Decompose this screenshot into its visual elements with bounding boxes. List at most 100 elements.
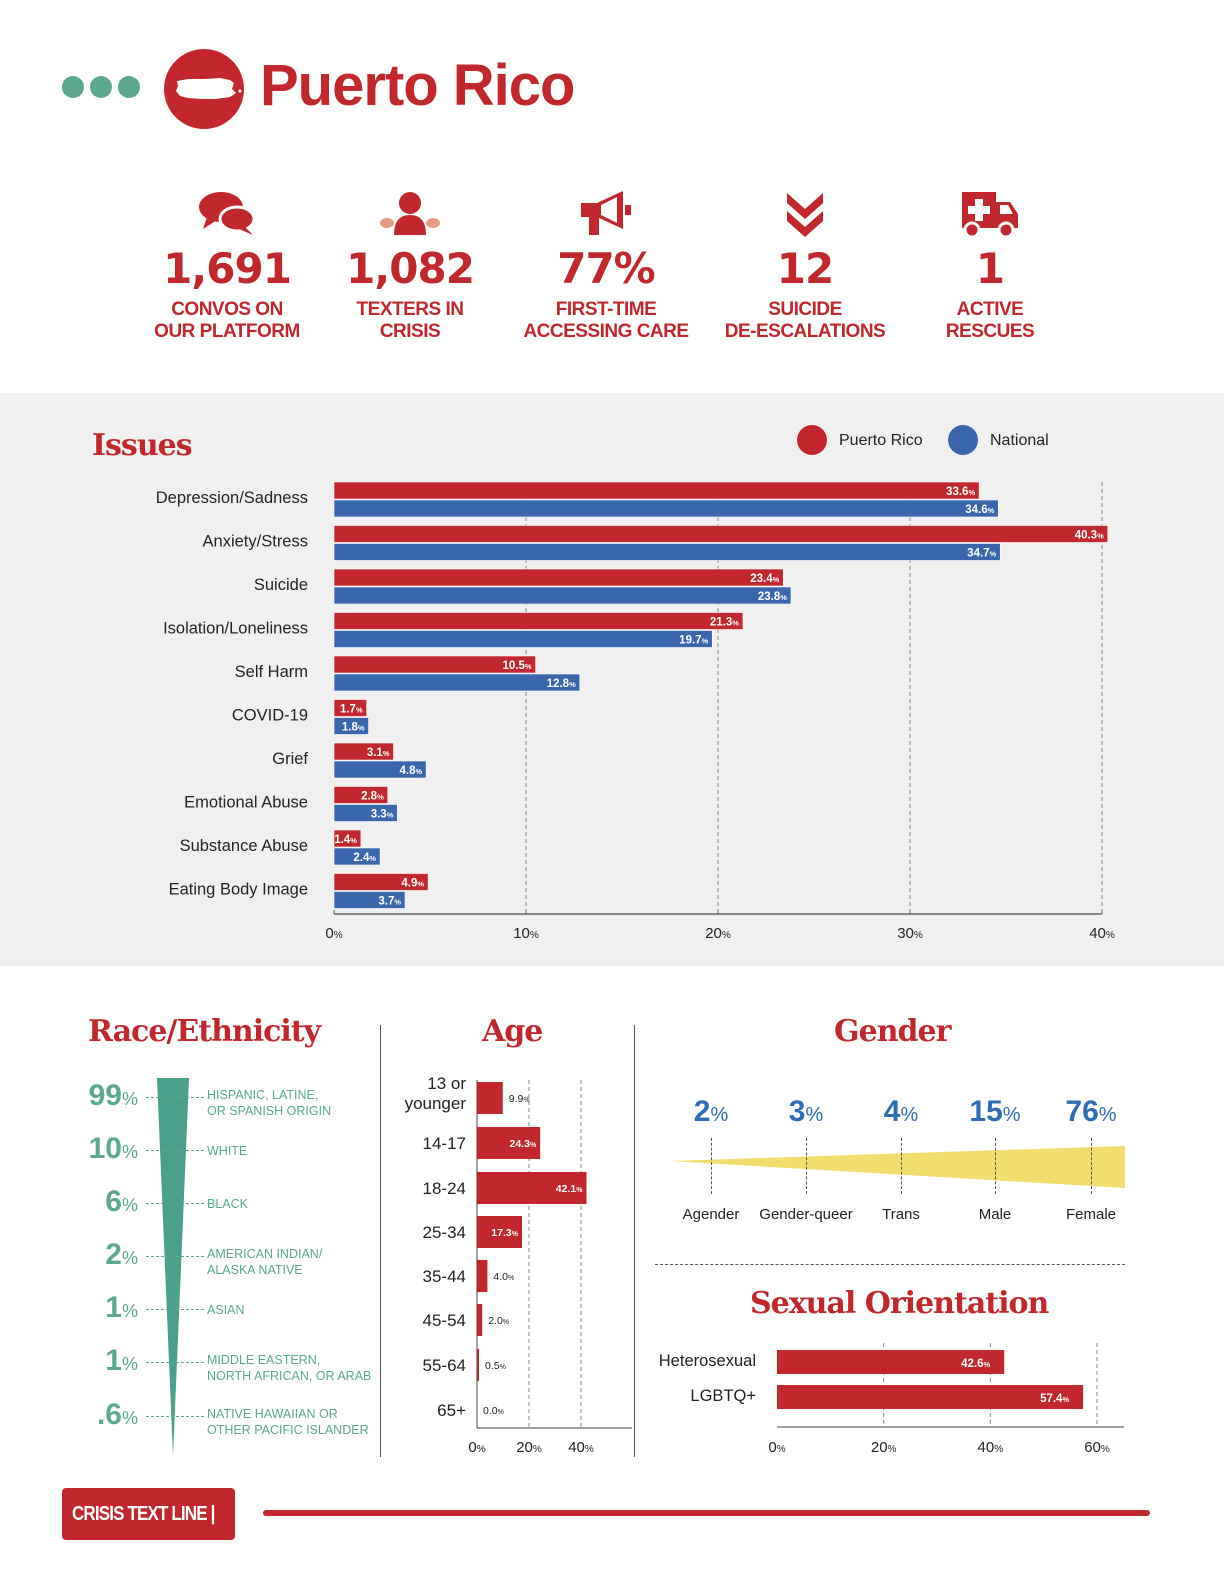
age-bar xyxy=(477,1304,483,1336)
gender-divider xyxy=(655,1264,1125,1265)
race-percent: 99% xyxy=(88,1079,138,1112)
gender-percent: 4% xyxy=(883,1095,919,1128)
bar-puerto-rico xyxy=(333,786,389,804)
gender-label: Female xyxy=(1065,1206,1117,1223)
bar-national xyxy=(333,804,398,822)
category-label: COVID-19 xyxy=(232,707,308,725)
bar-national xyxy=(333,847,381,866)
orientation-bar xyxy=(777,1385,1084,1409)
orientation-title: Sexual Orientation xyxy=(750,1286,1049,1321)
stat-value: 12 xyxy=(776,244,834,293)
age-value-label: 17.3% xyxy=(491,1227,518,1239)
bar-value-label: 40.3% xyxy=(1075,530,1104,542)
category-label: Depression/Sadness xyxy=(156,489,308,507)
bar-value-label: 1.4% xyxy=(334,834,357,846)
bar-value-label: 1.8% xyxy=(342,722,365,734)
bar-value-label: 3.1% xyxy=(367,747,390,759)
race-leader-line xyxy=(146,1256,204,1257)
race-percent: .6% xyxy=(96,1398,138,1431)
bar-value-label: 33.6% xyxy=(946,486,975,498)
stat-label: ACTIVE RESCUES xyxy=(945,299,1035,342)
x-tick-label: 20% xyxy=(705,925,731,942)
bar-value-label: 1.7% xyxy=(340,704,363,716)
divider xyxy=(380,1025,381,1457)
category-label: Eating Body Image xyxy=(169,881,308,899)
race-label: MIDDLE EASTERN, NORTH AFRICAN, OR ARAB xyxy=(207,1353,372,1383)
x-tick-label: 10% xyxy=(513,925,539,942)
chat-bubbles-icon xyxy=(117,186,337,242)
bar-national xyxy=(333,717,369,735)
bar-national xyxy=(333,499,999,518)
age-value-label: 42.1% xyxy=(556,1183,583,1195)
race-percent: 1% xyxy=(105,1344,138,1377)
legend-national-dot xyxy=(948,425,978,455)
age-title: Age xyxy=(482,1014,543,1049)
race-leader-line xyxy=(146,1150,204,1151)
stat-card: 12 SUICIDE DE-ESCALATIONS xyxy=(695,186,915,343)
stat-label: CONVOS ON OUR PLATFORM xyxy=(154,299,300,342)
ambulance-icon xyxy=(880,186,1100,242)
bar-puerto-rico xyxy=(333,481,980,500)
issues-title: Issues xyxy=(92,428,193,463)
age-bar xyxy=(477,1082,503,1114)
bar-value-label: 4.8% xyxy=(399,765,422,777)
age-tick-label: 0% xyxy=(468,1439,485,1456)
race-funnel xyxy=(157,1078,189,1456)
race-label: ASIAN xyxy=(207,1303,245,1317)
stat-value: 1,082 xyxy=(346,244,475,293)
puerto-rico-map-icon xyxy=(164,49,244,129)
orientation-tick-label: 20% xyxy=(871,1439,897,1456)
age-bar xyxy=(477,1127,541,1159)
gender-marker-line xyxy=(995,1138,996,1194)
person-icon xyxy=(300,186,520,242)
x-tick-label: 0% xyxy=(325,925,342,942)
category-label: Emotional Abuse xyxy=(184,794,308,812)
orientation-tick-label: 0% xyxy=(768,1439,785,1456)
bar-puerto-rico xyxy=(333,699,367,717)
race-leader-line xyxy=(146,1203,204,1204)
header-dot xyxy=(62,76,84,98)
orientation-chart: 0% 20% 40% 60% Heterosexual 42.6% LGBTQ+ 57.4% xyxy=(659,1343,1124,1456)
category-label: Self Harm xyxy=(235,663,308,681)
gender-percent: 15% xyxy=(969,1095,1021,1128)
bar-value-label: 2.4% xyxy=(353,852,376,864)
divider xyxy=(634,1025,635,1457)
race-label: NATIVE HAWAIIAN OR OTHER PACIFIC ISLANDER xyxy=(207,1407,369,1437)
age-value-label: 4.0% xyxy=(493,1271,514,1283)
race-percent: 1% xyxy=(105,1291,138,1324)
orientation-value-label: 42.6% xyxy=(961,1358,990,1370)
bar-national xyxy=(333,543,1001,561)
race-leader-line xyxy=(146,1416,204,1417)
bar-puerto-rico xyxy=(333,525,1109,543)
gender-percent: 76% xyxy=(1065,1095,1117,1128)
category-label: Grief xyxy=(272,750,308,768)
age-category-label: 25-34 xyxy=(423,1223,466,1242)
race-percent: 6% xyxy=(105,1185,138,1218)
age-category-label: 18-24 xyxy=(423,1179,466,1198)
category-label: Isolation/Loneliness xyxy=(163,620,308,638)
stat-label: SUICIDE DE-ESCALATIONS xyxy=(724,299,886,342)
orientation-category-label: Heterosexual xyxy=(659,1352,756,1370)
age-category-label: 55-64 xyxy=(423,1356,466,1375)
age-bar xyxy=(477,1260,488,1292)
orientation-tick-label: 40% xyxy=(978,1439,1004,1456)
bar-value-label: 12.8% xyxy=(547,678,576,690)
gender-wedge xyxy=(670,1146,1125,1188)
race-label: BLACK xyxy=(207,1197,248,1211)
footer-rule xyxy=(263,1510,1150,1516)
category-label: Suicide xyxy=(254,576,308,594)
gender-label: Agender xyxy=(682,1206,740,1223)
orientation-category-label: LGBTQ+ xyxy=(690,1387,756,1405)
megaphone-icon xyxy=(496,186,716,242)
orientation-tick-label: 60% xyxy=(1084,1439,1110,1456)
race-label: AMERICAN INDIAN/ALASKA NATIVE xyxy=(207,1247,323,1277)
bar-value-label: 3.7% xyxy=(378,896,401,908)
race-label: HISPANIC, LATINE, OR SPANISH ORIGIN xyxy=(207,1088,332,1118)
race-label: WHITE xyxy=(207,1144,248,1158)
bar-national xyxy=(333,760,427,779)
page-title: Puerto Rico xyxy=(260,53,575,118)
orientation-bar xyxy=(777,1350,1005,1374)
gender-marker-line xyxy=(806,1138,807,1194)
race-leader-line xyxy=(146,1097,204,1098)
bar-value-label: 4.9% xyxy=(401,878,424,890)
